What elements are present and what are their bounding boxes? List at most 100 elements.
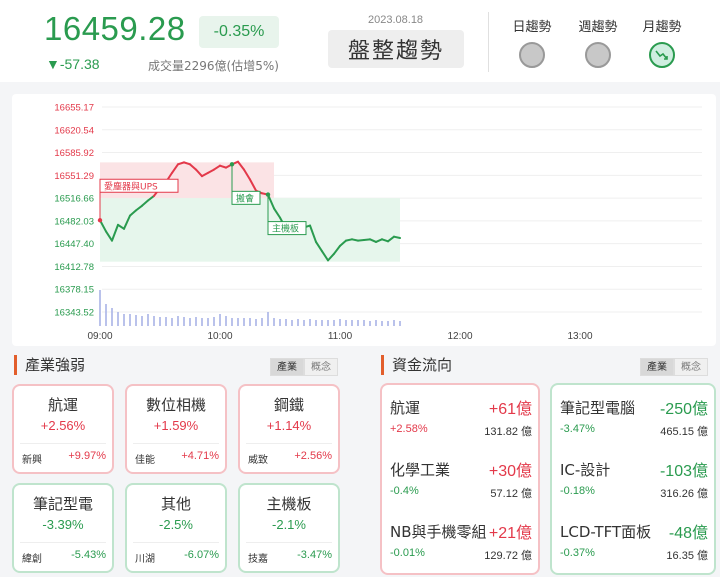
tab-industry[interactable]: 產業 xyxy=(270,358,304,376)
price-line-segment xyxy=(237,160,245,171)
trend-monthly-label: 月趨勢 xyxy=(642,20,682,35)
flow-amount: +30億 xyxy=(486,457,532,481)
price-line-segment xyxy=(195,168,203,178)
volume-bar xyxy=(387,321,389,326)
price-line-segment xyxy=(123,214,131,230)
header-divider xyxy=(488,12,489,72)
intraday-chart: 16655.17 16620.54 16585.92 16551.29 16516.66… xyxy=(12,94,716,346)
volume-bar xyxy=(99,290,101,326)
annotation-label: 愛塵器與UPS xyxy=(104,180,158,192)
y-tick-label: 16551.29 xyxy=(54,171,94,182)
tab-concept[interactable]: 概念 xyxy=(304,358,338,376)
industry-card[interactable]: 其他 -2.5% 川湖 -6.07% xyxy=(125,483,227,573)
card-divider xyxy=(20,443,106,444)
leading-stock: 新興 xyxy=(22,455,42,466)
volume-bar xyxy=(255,319,257,326)
volume-bar xyxy=(147,314,149,326)
industry-name: 其他 xyxy=(160,495,191,513)
y-tick-label: 16516.66 xyxy=(54,194,94,205)
leading-stock-pct: -5.43% xyxy=(71,549,106,561)
x-tick-label: 09:00 xyxy=(87,331,112,342)
industry-name: 主機板 xyxy=(266,495,312,513)
volume-bar xyxy=(225,316,227,326)
index-header: 16459.28 -0.35% ▼-57.38 成交量2296億(估增5%) 2… xyxy=(0,0,720,82)
trend-weekly-indicator xyxy=(585,42,611,68)
flow-amount: -103億 xyxy=(657,457,708,481)
leading-stock-pct: -6.07% xyxy=(184,549,219,561)
price-line-segment xyxy=(189,163,197,171)
y-tick-label: 16482.03 xyxy=(54,216,94,227)
y-tick-label: 16412.78 xyxy=(54,262,94,273)
flow-sector-name: 化學工業 xyxy=(390,461,451,479)
volume-bar xyxy=(363,320,365,326)
flow-total: 129.72 億 xyxy=(484,550,532,562)
flow-amount: +21億 xyxy=(486,519,532,543)
volume-bar xyxy=(249,318,251,326)
annotation-box xyxy=(267,221,307,236)
trend-weekly[interactable]: 週趨勢 xyxy=(573,16,623,68)
price-line-segment xyxy=(111,223,119,242)
volume-bar xyxy=(375,320,377,326)
industry-name: 鋼鐵 xyxy=(273,396,304,414)
price-line-segment xyxy=(147,194,155,202)
down-zone xyxy=(100,198,400,262)
price-line-segment xyxy=(363,238,371,241)
flow-item[interactable]: 化學工業 +30億 -0.4% 57.12 億 xyxy=(382,449,538,511)
flow-item[interactable]: NB與手機零組件 +21億 -0.01% 129.72 億 xyxy=(382,511,538,573)
card-divider xyxy=(20,542,106,543)
trend-daily-label: 日趨勢 xyxy=(512,20,552,35)
annotation-label: 主機板 xyxy=(272,223,299,235)
volume-bar xyxy=(219,314,221,326)
volume-text: 成交量2296億(估增5%) xyxy=(148,59,279,73)
flow-amount: +61億 xyxy=(486,395,532,419)
card-divider xyxy=(246,542,332,543)
volume-bar xyxy=(399,321,401,326)
x-tick-label: 10:00 xyxy=(207,331,232,342)
trend-status: 盤整趨勢 xyxy=(328,30,464,68)
industry-card[interactable]: 主機板 -2.1% 技嘉 -3.47% xyxy=(238,483,340,573)
leading-stock: 威致 xyxy=(248,455,268,466)
trend-monthly[interactable]: 月趨勢 xyxy=(637,16,687,68)
price-line-segment xyxy=(183,161,191,166)
price-line-segment xyxy=(201,171,209,178)
flow-item[interactable]: IC-設計 -103億 -0.18% 316.26 億 xyxy=(552,449,714,511)
pct-change-badge: -0.35% xyxy=(199,16,279,48)
y-tick-label: 16378.15 xyxy=(54,285,94,296)
intraday-chart-svg: 16655.17 16620.54 16585.92 16551.29 16516.66… xyxy=(54,103,702,342)
y-tick-label: 16655.17 xyxy=(54,103,94,114)
volume-bar xyxy=(309,319,311,326)
volume-bar xyxy=(129,314,131,326)
price-line-segment xyxy=(345,238,353,242)
flow-item[interactable]: 航運 +61億 +2.58% 131.82 億 xyxy=(382,387,538,449)
flow-sector-name: NB與手機零組件 xyxy=(390,523,494,541)
industry-card[interactable]: 筆記型電 -3.39% 緯創 -5.43% xyxy=(12,483,114,573)
price-line-segment xyxy=(369,238,377,243)
flow-pct: -0.4% xyxy=(390,485,419,497)
flow-item[interactable]: LCD-TFT面板 -48億 -0.37% 16.35 億 xyxy=(552,511,714,573)
volume-bar xyxy=(297,319,299,326)
price-line-segment xyxy=(351,238,359,242)
industry-pct: +1.14% xyxy=(266,418,312,433)
industry-card[interactable]: 鋼鐵 +1.14% 威致 +2.56% xyxy=(238,384,340,474)
index-price: 16459.28 xyxy=(44,10,186,47)
volume-bar xyxy=(171,318,173,326)
tab-concept[interactable]: 概念 xyxy=(674,358,708,376)
flow-total: 16.35 億 xyxy=(666,550,708,562)
price-line-segment xyxy=(339,239,347,247)
tab-industry[interactable]: 產業 xyxy=(640,358,674,376)
inflow-panel: 航運 +61億 +2.58% 131.82 億 化學工業 +30億 -0.4% … xyxy=(380,383,540,575)
volume-bar xyxy=(141,316,143,326)
industry-card[interactable]: 航運 +2.56% 新興 +9.97% xyxy=(12,384,114,474)
trend-daily[interactable]: 日趨勢 xyxy=(507,16,557,68)
price-line-segment xyxy=(105,230,113,242)
flow-amount: -48億 xyxy=(666,519,708,543)
leading-stock-pct: +4.71% xyxy=(181,450,219,462)
volume-bar xyxy=(381,321,383,326)
price-line-segment xyxy=(141,199,149,207)
industry-name: 筆記型電 xyxy=(32,495,93,513)
flow-item[interactable]: 筆記型電腦 -250億 -3.47% 465.15 億 xyxy=(552,387,714,449)
industry-card[interactable]: 數位相機 +1.59% 佳能 +4.71% xyxy=(125,384,227,474)
price-line-segment xyxy=(207,168,215,174)
price-line-segment xyxy=(381,238,389,243)
price-line-segment xyxy=(117,223,125,230)
